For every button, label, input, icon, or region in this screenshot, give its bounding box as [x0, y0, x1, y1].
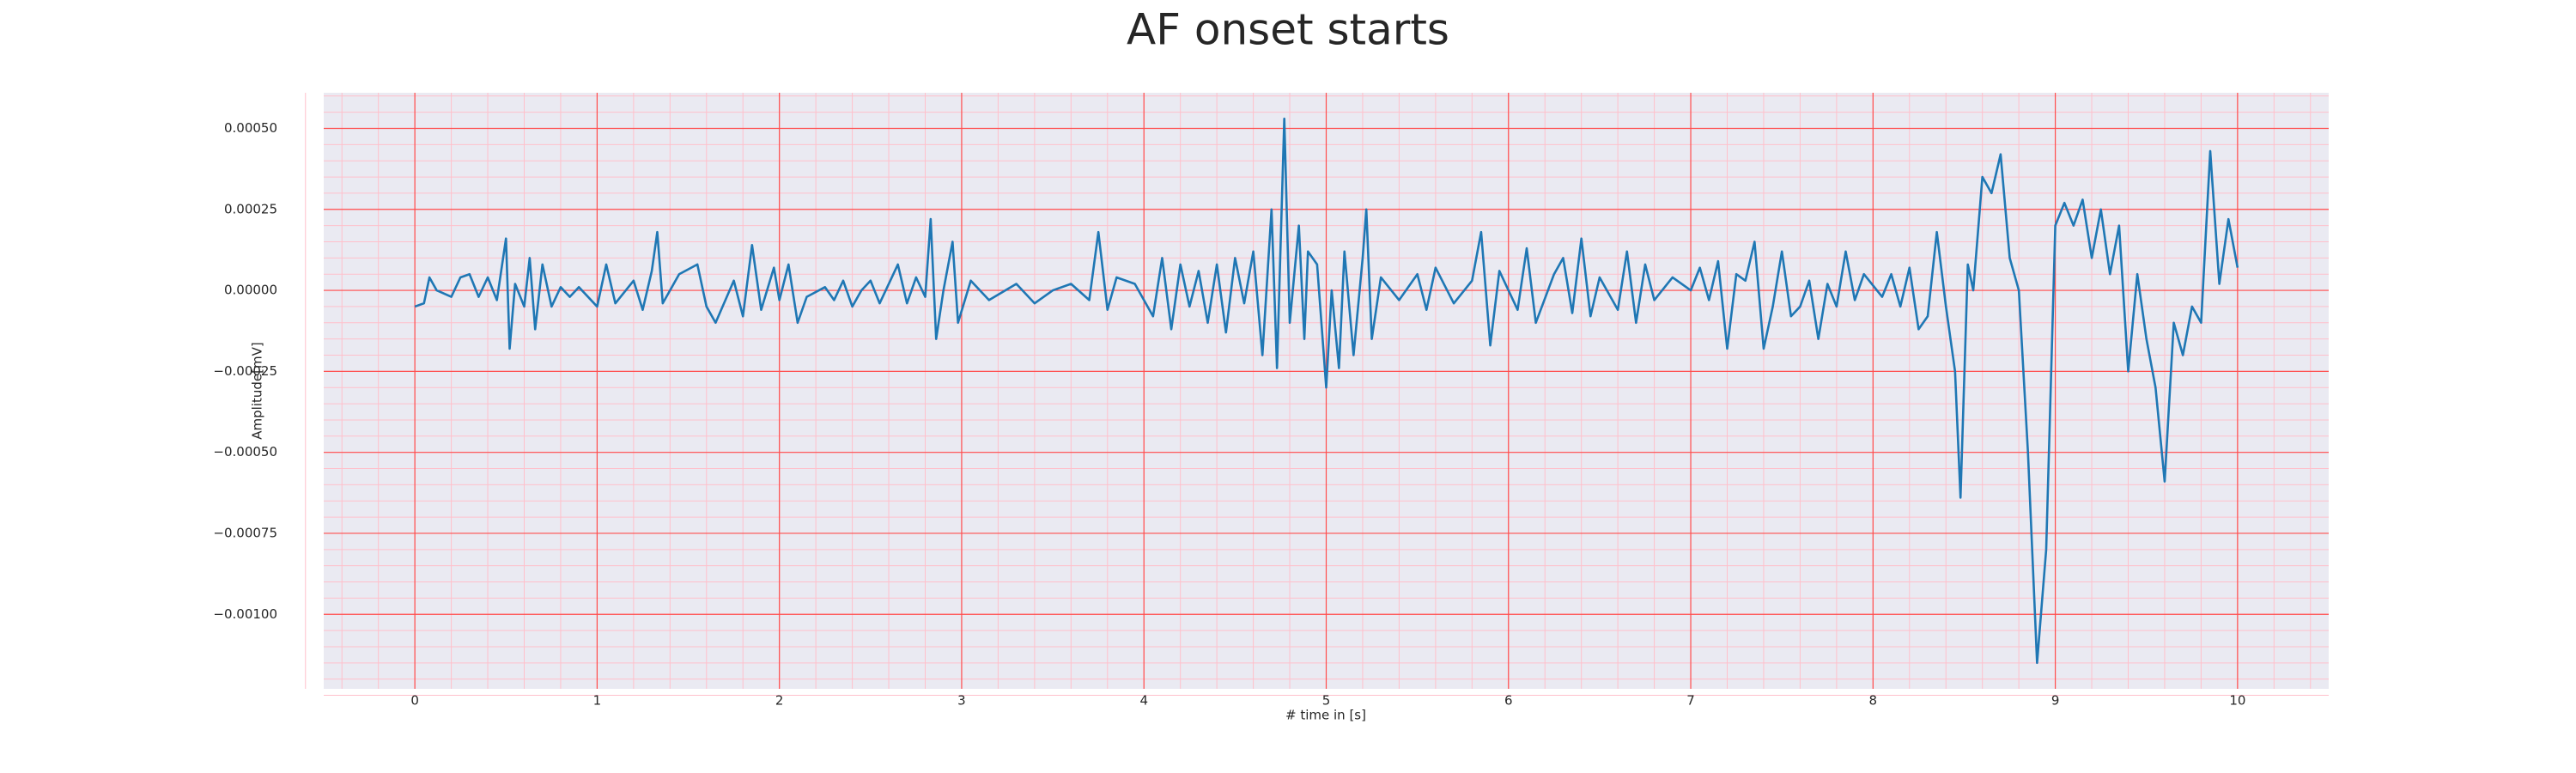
x-tick-label: 6 — [1504, 693, 1513, 709]
x-tick-label: 2 — [775, 693, 784, 709]
y-tick-label: −0.00025 — [213, 363, 277, 379]
x-tick-label: 9 — [2051, 693, 2060, 709]
x-tick-label: 10 — [2229, 693, 2245, 709]
x-tick-label: 5 — [1322, 693, 1331, 709]
x-tick-label: 4 — [1139, 693, 1148, 709]
x-tick-label: 8 — [1869, 693, 1878, 709]
y-tick-label: −0.00050 — [213, 444, 277, 460]
y-tick-label: 0.00025 — [224, 201, 277, 216]
x-tick-label: 3 — [957, 693, 966, 709]
y-tick-label: −0.00100 — [213, 606, 277, 622]
x-tick-label: 7 — [1686, 693, 1695, 709]
y-tick-label: −0.00075 — [213, 525, 277, 540]
y-tick-label: 0.00000 — [224, 283, 277, 298]
x-tick-label: 1 — [593, 693, 602, 709]
y-tick-label: 0.00050 — [224, 120, 277, 136]
y-axis-label: Amplitude[mV] — [250, 342, 265, 439]
chart-title: AF onset starts — [1127, 5, 1449, 55]
x-axis-label: # time in [s] — [1285, 708, 1366, 723]
line — [414, 117, 2239, 665]
x-tick-label: 0 — [410, 693, 419, 709]
